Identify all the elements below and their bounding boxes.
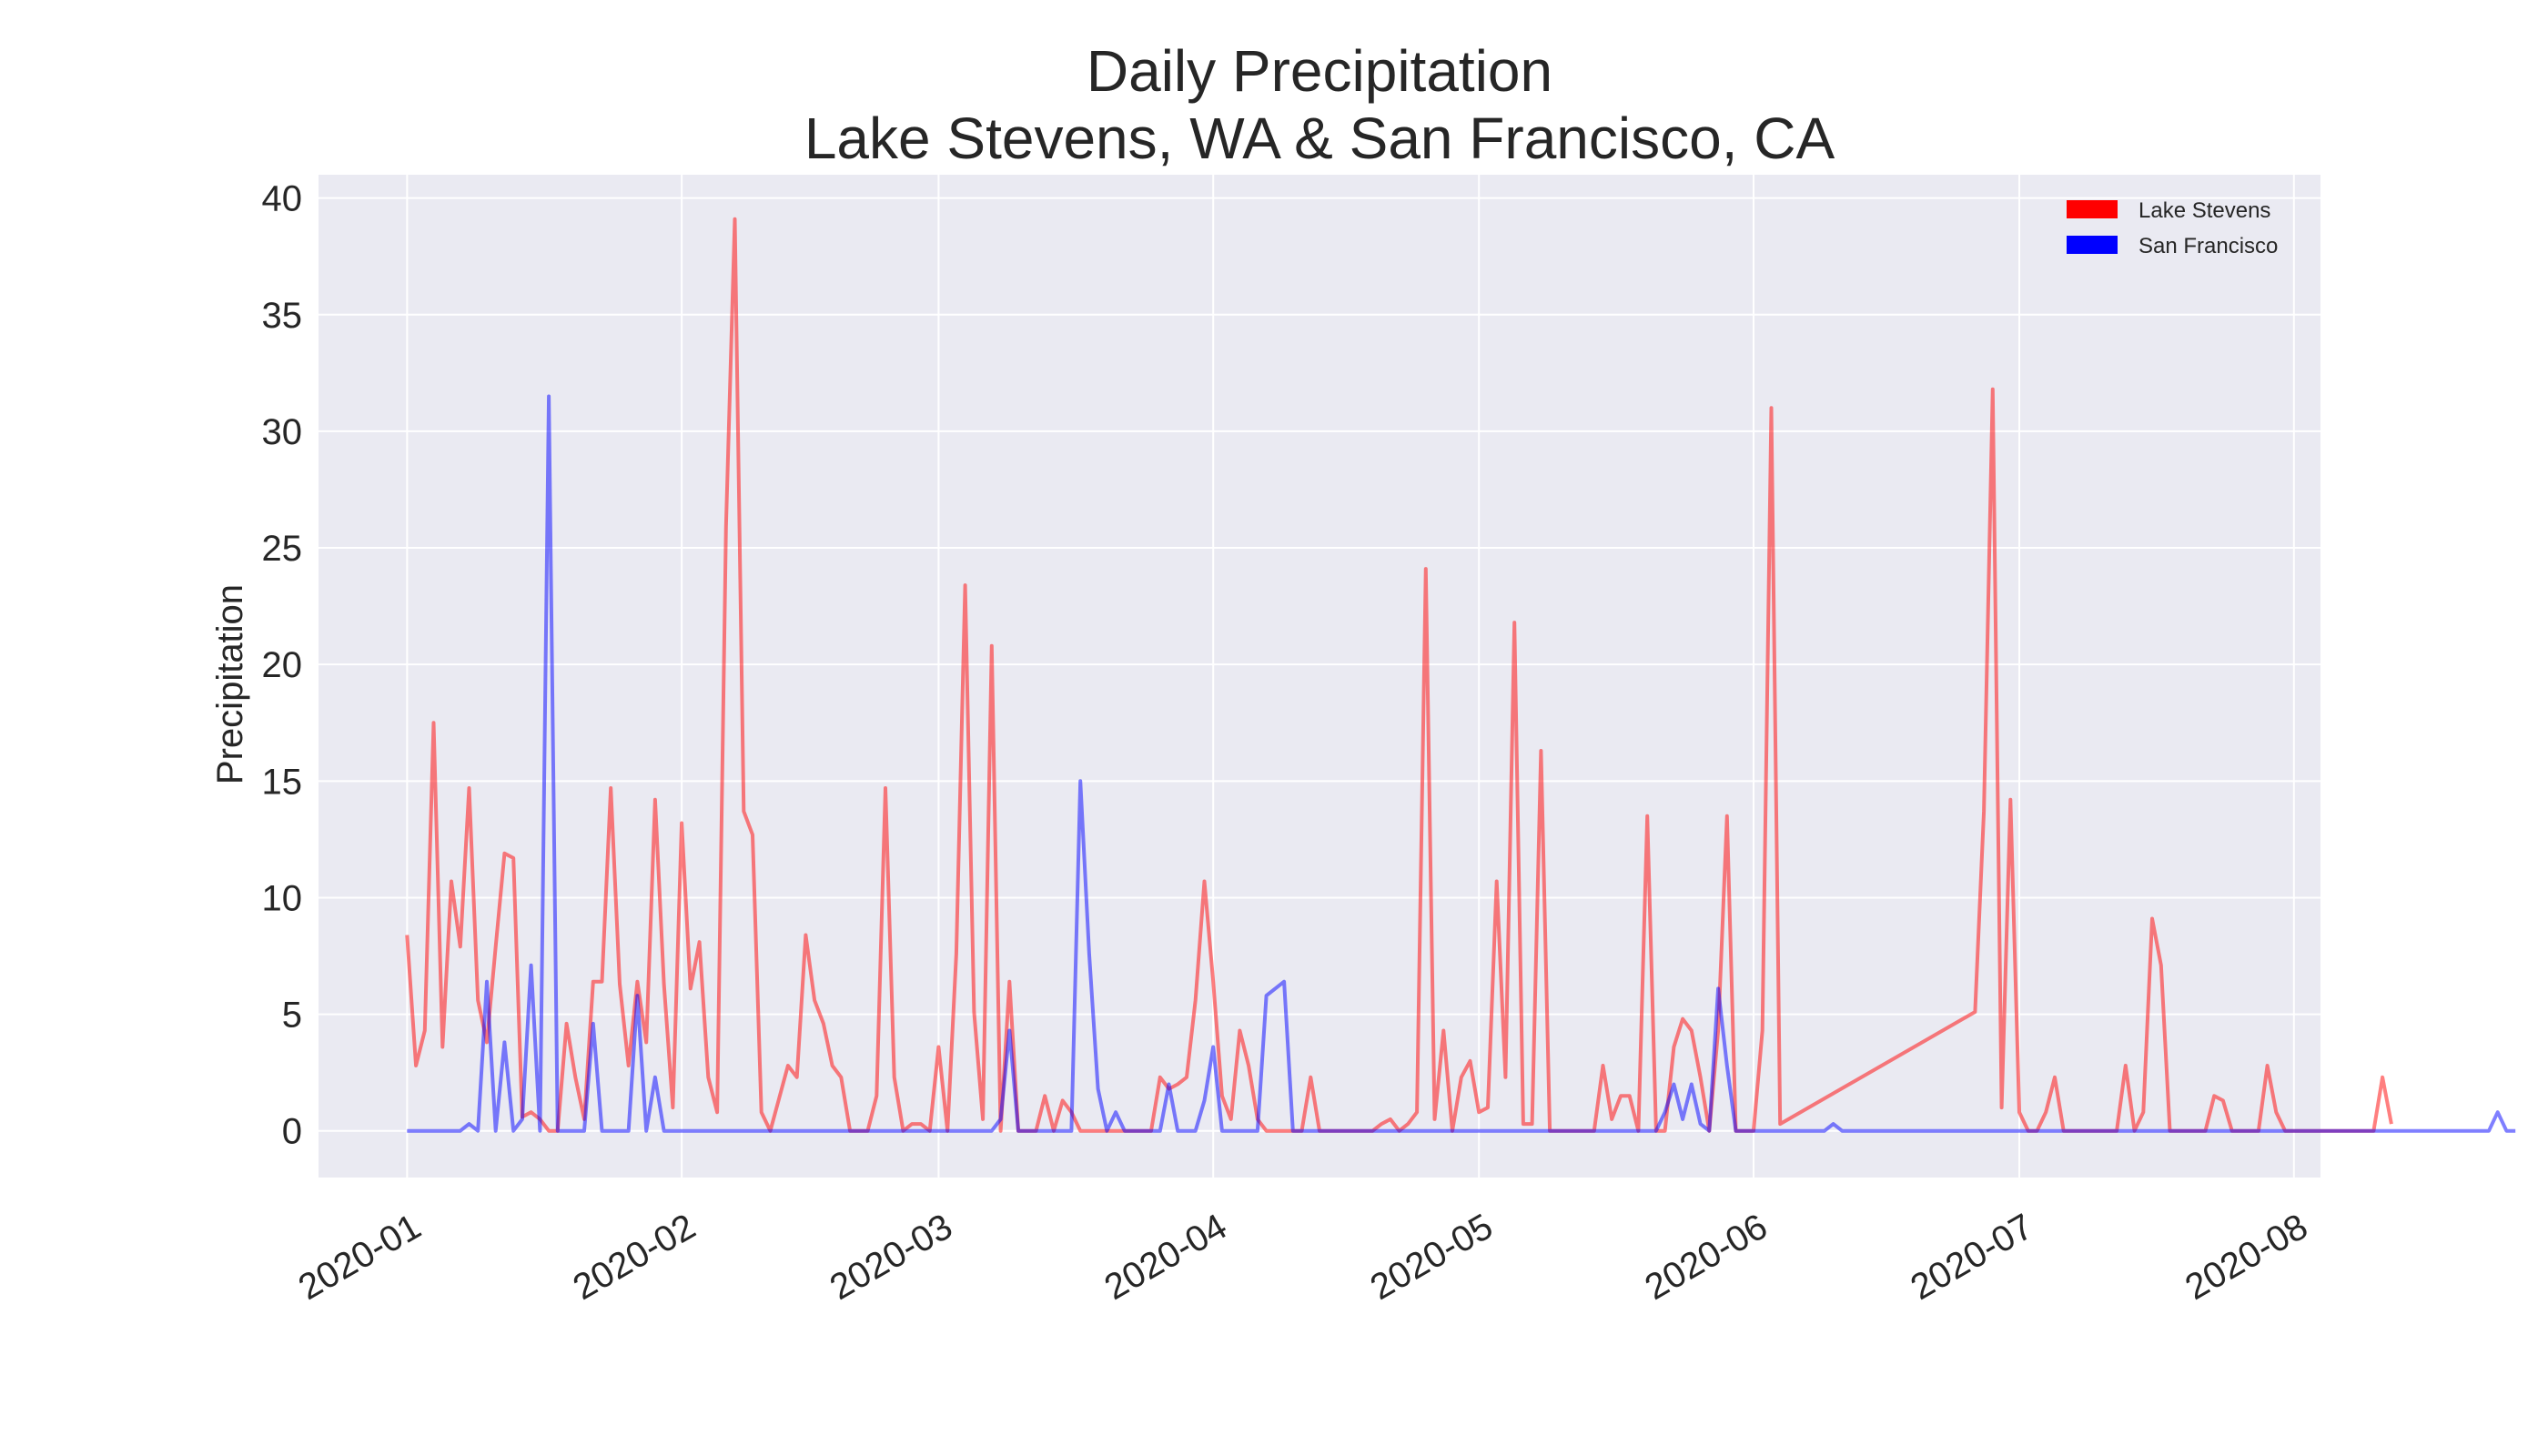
x-tick-label: 2020-01 [292,1207,428,1309]
legend-swatch-lake-stevens [2067,200,2118,218]
legend: Lake Stevens San Francisco [2067,198,2278,258]
x-tick-label: 2020-06 [1638,1207,1774,1309]
chart-title: Daily Precipitation [1087,38,1552,104]
x-tick-label: 2020-05 [1364,1207,1500,1309]
legend-label-san-francisco: San Francisco [2138,234,2278,258]
x-tick-label: 2020-04 [1098,1207,1234,1309]
chart-subtitle: Lake Stevens, WA & San Francisco, CA [804,106,1835,171]
y-tick-label: 30 [262,412,303,452]
x-tick-label: 2020-07 [1904,1207,2039,1309]
y-axis-label: Precipitation [210,584,250,784]
x-tick-label: 2020-02 [566,1207,702,1309]
series-line-san-francisco [407,394,2516,1133]
y-tick-label: 40 [262,179,303,219]
y-tick-labels: 0 5 10 15 20 25 30 35 40 [262,179,303,1152]
y-tick-label: 5 [282,996,302,1036]
y-tick-label: 25 [262,529,303,569]
x-tick-labels: 2020-01 2020-02 2020-03 2020-04 2020-05 2020-… [292,1207,2315,1309]
x-tick-label: 2020-03 [824,1207,959,1309]
y-tick-label: 15 [262,762,303,802]
y-tick-label: 10 [262,878,303,918]
series-lines [405,217,2516,1133]
y-tick-label: 20 [262,645,303,685]
legend-swatch-san-francisco [2067,236,2118,254]
y-tick-label: 0 [282,1112,302,1152]
y-tick-label: 35 [262,296,303,336]
legend-label-lake-stevens: Lake Stevens [2138,198,2270,223]
x-tick-label: 2020-08 [2179,1207,2314,1309]
